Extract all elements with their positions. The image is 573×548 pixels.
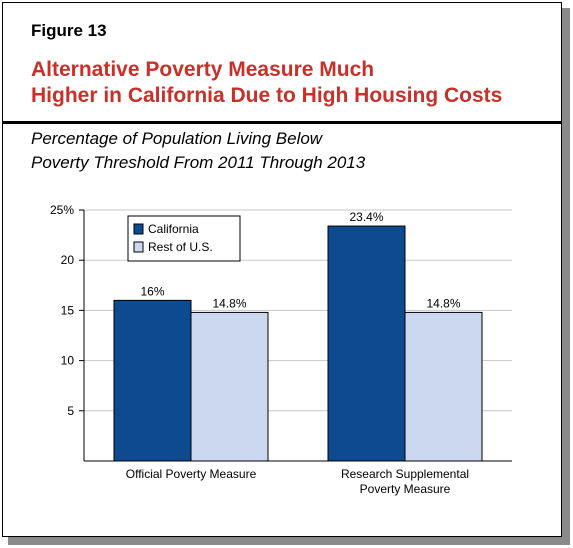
- chart-subtitle-line-1: Percentage of Population Living Below: [31, 129, 323, 148]
- chart-subtitle-line-2: Poverty Threshold From 2011 Through 2013: [31, 153, 366, 172]
- legend-swatch: [133, 241, 144, 253]
- legend-label: California: [148, 222, 199, 236]
- x-category-label: Poverty Measure: [360, 482, 451, 496]
- data-label: 23.4%: [349, 210, 383, 224]
- legend-label: Rest of U.S.: [148, 240, 213, 254]
- legend-box: [127, 215, 241, 262]
- legend-swatch: [133, 223, 144, 235]
- figure-label: Figure 13: [31, 21, 107, 40]
- figure-panel: Figure 13 Alternative Poverty Measure Mu…: [2, 2, 562, 537]
- y-tick-label: 20: [61, 253, 75, 267]
- data-label: 14.8%: [426, 296, 460, 310]
- data-label: 16%: [140, 284, 164, 298]
- y-tick-label: 15: [61, 303, 75, 317]
- figure-header: Figure 13 Alternative Poverty Measure Mu…: [3, 3, 561, 124]
- bar-california: [327, 225, 406, 462]
- figure-title-line-1: Alternative Poverty Measure Much: [31, 58, 375, 81]
- y-tick-label: 25%: [50, 203, 74, 217]
- bar-rest-of-u-s: [404, 311, 483, 462]
- figure-title: Alternative Poverty Measure Much Higher …: [31, 57, 502, 109]
- chart-subtitle: Percentage of Population Living Below Po…: [31, 127, 365, 175]
- figure-title-line-2: Higher in California Due to High Housing…: [31, 84, 503, 107]
- bar-california: [113, 299, 192, 462]
- x-category-label: Official Poverty Measure: [126, 467, 257, 481]
- bar-rest-of-u-s: [190, 311, 269, 462]
- data-label: 14.8%: [212, 296, 246, 310]
- y-tick-label: 5: [67, 404, 74, 418]
- y-tick-label: 10: [61, 354, 75, 368]
- x-category-label: Research Supplemental: [341, 467, 469, 481]
